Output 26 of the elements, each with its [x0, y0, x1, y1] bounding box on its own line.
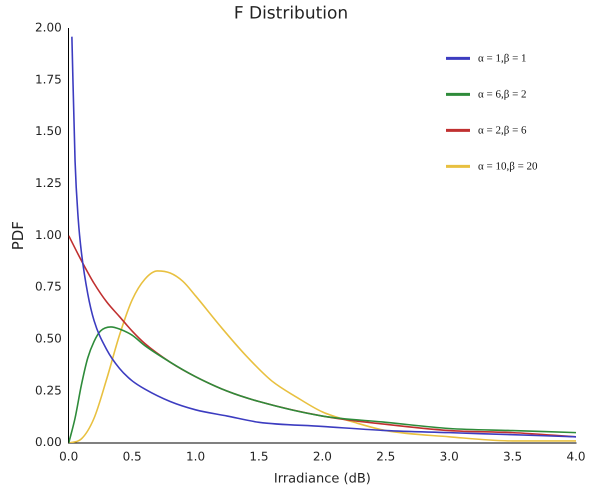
x-tick-label: 1.0	[186, 449, 206, 464]
y-tick-label: 0.25	[35, 383, 62, 398]
x-tick-label: 1.5	[249, 449, 268, 464]
legend-label: α = 6,β = 2	[478, 88, 527, 100]
x-tick-label: 0.5	[122, 449, 142, 464]
y-tick-label: 1.75	[35, 72, 62, 86]
x-tick-label: 2.5	[376, 449, 396, 464]
x-tick-label: 2.0	[312, 449, 332, 464]
x-tick-label: 0.0	[59, 449, 78, 464]
x-tick-label: 4.0	[566, 449, 586, 464]
x-axis-title: Irradiance (dB)	[274, 472, 371, 487]
y-axis-title: PDF	[8, 221, 27, 250]
y-tick-label: 2.00	[35, 20, 62, 35]
y-tick-label: 0.75	[35, 280, 62, 294]
legend-label: α = 10,β = 20	[478, 160, 538, 172]
legend-label: α = 1,β = 1	[478, 52, 527, 64]
x-tick-label: 3.0	[440, 449, 459, 464]
y-tick-label: 0.00	[35, 435, 62, 450]
y-tick-label: 1.00	[35, 228, 62, 242]
x-tick-label: 3.5	[503, 449, 522, 464]
line-series	[71, 36, 576, 438]
y-tick-label: 1.25	[35, 176, 62, 190]
y-tick-label: 1.50	[35, 124, 62, 138]
y-tick-label: 0.50	[35, 331, 62, 346]
chart-title: F Distribution	[234, 4, 348, 24]
legend-label: α = 2,β = 6	[478, 124, 528, 136]
